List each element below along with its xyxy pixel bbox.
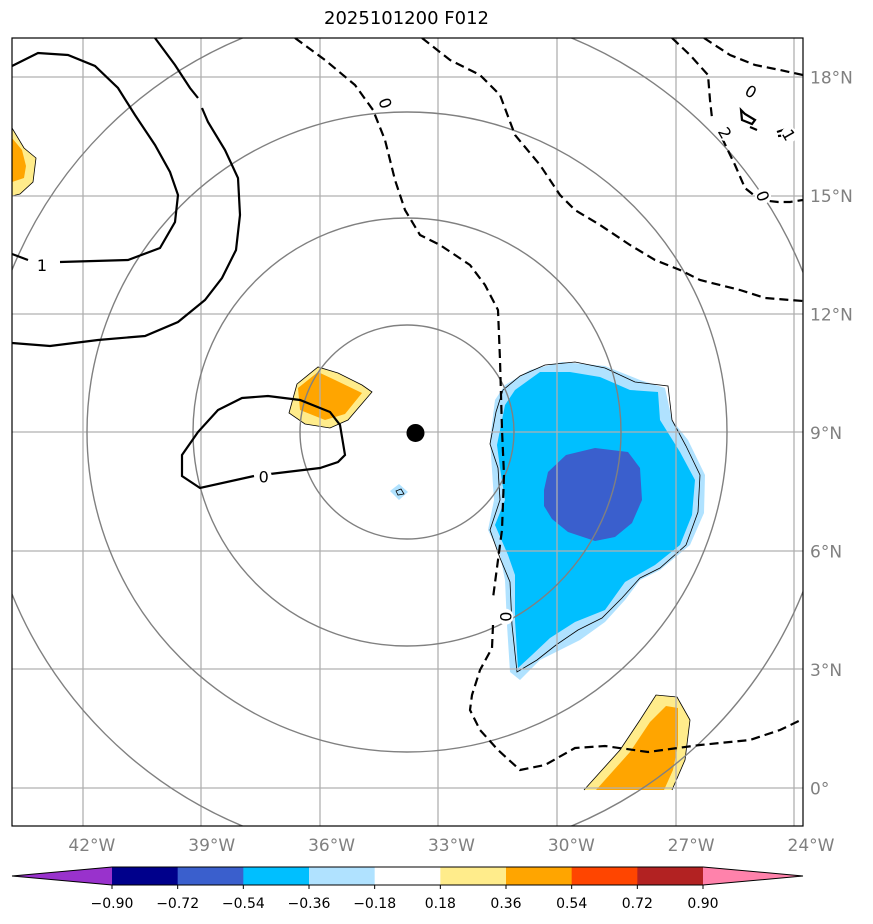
contour-dashed-b bbox=[421, 38, 803, 303]
contour-dashed-a bbox=[294, 38, 803, 772]
contour-dashed-d bbox=[703, 38, 803, 77]
contour-dashed-c bbox=[671, 38, 803, 204]
latitude-tick-label: 12°N bbox=[810, 305, 853, 325]
colorbar-extend-low bbox=[12, 867, 112, 885]
contour-label: 0 bbox=[259, 467, 269, 486]
contour-thin bbox=[489, 361, 701, 673]
colorbar-segment bbox=[637, 867, 704, 885]
longitude-tick-label: 33°W bbox=[428, 836, 475, 856]
contour-thin bbox=[288, 366, 373, 429]
contour-label-bg bbox=[255, 468, 272, 485]
contour-label-bg bbox=[781, 126, 798, 143]
colorbar-tick-label: −0.18 bbox=[353, 896, 396, 912]
gridlines bbox=[12, 38, 803, 826]
positive-anomaly-south bbox=[596, 706, 678, 790]
colorbar-extend-high bbox=[703, 867, 803, 885]
positive-anomaly-west bbox=[298, 372, 362, 420]
contour-thin bbox=[395, 488, 405, 496]
colorbar-tick-label: 0.36 bbox=[490, 896, 521, 912]
contour-solid-1 bbox=[12, 51, 180, 264]
contour-label: 0 bbox=[496, 612, 515, 622]
latitude-tick-label: 0° bbox=[810, 779, 829, 799]
map-title: 2025101200 F012 bbox=[324, 8, 489, 29]
solid-contours bbox=[12, 38, 792, 490]
latitude-tick-label: 9°N bbox=[810, 424, 842, 444]
latitude-tick-label: 15°N bbox=[810, 187, 853, 207]
longitude-tick-label: 39°W bbox=[188, 836, 235, 856]
contour-label-bg bbox=[755, 187, 772, 204]
positive-anomaly-edge bbox=[12, 138, 26, 182]
colorbar-segment bbox=[506, 867, 573, 885]
colorbar-tick-label: −0.54 bbox=[222, 896, 265, 912]
contour-label-bg bbox=[743, 83, 760, 100]
contour-label-bg bbox=[33, 257, 50, 274]
dashed-contours bbox=[294, 38, 803, 772]
colorbar-segment bbox=[309, 867, 376, 885]
colorbar-tick-label: 0.54 bbox=[556, 896, 587, 912]
colorbar-segment bbox=[112, 867, 179, 885]
contour-thin bbox=[583, 694, 691, 791]
colorbar-segment bbox=[243, 867, 310, 885]
colorbar-tick-label: 0.90 bbox=[687, 896, 718, 912]
latitude-tick-label: 3°N bbox=[810, 661, 842, 681]
range-ring bbox=[192, 217, 622, 647]
longitude-tick-label: 24°W bbox=[788, 836, 835, 856]
small-negative-anomaly bbox=[390, 484, 408, 500]
colorbar bbox=[11, 866, 804, 886]
contour-solid-0-north bbox=[12, 38, 242, 348]
contour-label-bg bbox=[497, 608, 514, 625]
colorbar-tick-label: −0.90 bbox=[91, 896, 134, 912]
contour-label: 1 bbox=[37, 256, 47, 275]
colorbar-segment bbox=[177, 867, 244, 885]
colorbar-tick-label: 0.18 bbox=[425, 896, 456, 912]
longitude-tick-label: 30°W bbox=[548, 836, 595, 856]
colorbar-tick-label: 0.72 bbox=[622, 896, 653, 912]
contour-label-bg bbox=[717, 124, 734, 141]
colorbar-segment bbox=[440, 867, 507, 885]
longitude-tick-label: 36°W bbox=[308, 836, 355, 856]
storm-center-marker bbox=[406, 423, 425, 442]
contour-thin bbox=[12, 127, 37, 197]
latitude-tick-label: 6°N bbox=[810, 542, 842, 562]
contour-solid-0-center bbox=[180, 394, 347, 490]
longitude-tick-labels: 42°W 39°W 36°W 33°W 30°W 27°W 24°W bbox=[68, 836, 834, 856]
colorbar-tick-label: −0.72 bbox=[156, 896, 199, 912]
shaded-anomaly-fields bbox=[12, 127, 705, 791]
plot-frame bbox=[11, 37, 804, 827]
colorbar-segment bbox=[571, 867, 638, 885]
longitude-tick-label: 27°W bbox=[668, 836, 715, 856]
range-rings bbox=[12, 38, 803, 826]
latitude-tick-label: 18°N bbox=[810, 68, 853, 88]
colorbar-segment bbox=[374, 867, 441, 885]
colorbar-tick-labels: −0.90 −0.72 −0.54 −0.36 −0.18 0.18 0.36 0.54 0.7… bbox=[91, 885, 719, 912]
range-ring bbox=[86, 111, 728, 753]
latitude-tick-labels: 18°N 15°N 12°N 9°N 6°N 3°N 0° bbox=[810, 68, 853, 799]
colorbar-tick-label: −0.36 bbox=[288, 896, 331, 912]
range-ring bbox=[299, 324, 515, 540]
longitude-tick-label: 42°W bbox=[68, 836, 115, 856]
contour-label-bg bbox=[377, 95, 394, 112]
